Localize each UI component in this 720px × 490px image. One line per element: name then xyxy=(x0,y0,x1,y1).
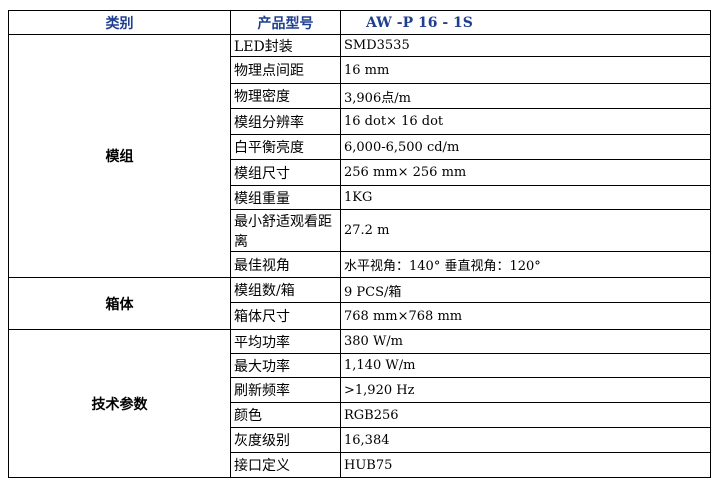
param-label: 颜色 xyxy=(230,402,341,428)
param-value: 16 dot× 16 dot xyxy=(340,108,711,135)
param-label: 灰度级别 xyxy=(230,427,341,453)
param-label: 模组数/箱 xyxy=(230,277,341,303)
param-label: LED封装 xyxy=(230,34,341,57)
table-row: 模组尺寸 256 mm× 256 mm xyxy=(9,159,711,186)
table-row: 箱体 模组数/箱 9 PCS/箱 xyxy=(8,277,711,330)
param-label: 最佳视角 xyxy=(230,251,341,278)
param-label: 模组重量 xyxy=(230,185,341,210)
param-label: 接口定义 xyxy=(230,452,341,478)
table-row: 接口定义 HUB75 xyxy=(9,452,711,478)
param-value: 3,906点/m xyxy=(340,83,711,109)
table-row: 技术参数 平均功率 380 W/m xyxy=(8,329,711,478)
param-value: 16,384 xyxy=(340,427,711,453)
table-row: 最佳视角 水平视角：140° 垂直视角：120° xyxy=(9,251,711,278)
param-value: 6,000-6,500 cd/m xyxy=(340,134,711,160)
param-label: 白平衡亮度 xyxy=(230,134,341,160)
param-label: 物理密度 xyxy=(230,83,341,109)
header-model-label: 产品型号 xyxy=(230,10,341,35)
param-value: HUB75 xyxy=(340,452,711,478)
param-value: SMD3535 xyxy=(340,34,711,57)
table-row: 最小舒适观看距离 27.2 m xyxy=(9,209,711,252)
param-value: 1,140 W/m xyxy=(340,353,711,378)
table-row: 物理密度 3,906点/m xyxy=(9,83,711,109)
param-label: 箱体尺寸 xyxy=(230,302,341,330)
spec-table: 类别 产品型号 AW -P 16 - 1S 模组 LED封装 SMD3535 物理点间… xyxy=(8,10,711,478)
param-label: 平均功率 xyxy=(230,329,341,354)
param-value: 380 W/m xyxy=(340,329,711,354)
table-row: 灰度级别 16,384 xyxy=(9,427,711,453)
param-value: >1,920 Hz xyxy=(340,377,711,403)
param-value: RGB256 xyxy=(340,402,711,428)
table-row: 模组 LED封装 SMD3535 xyxy=(8,34,711,278)
param-value: 27.2 m xyxy=(340,209,711,252)
table-row: 模组分辨率 16 dot× 16 dot xyxy=(9,108,711,135)
param-value: 水平视角：140° 垂直视角：120° xyxy=(340,251,711,278)
category-cell: 模组 xyxy=(8,34,231,278)
param-label: 刷新频率 xyxy=(230,377,341,403)
category-cell: 箱体 xyxy=(8,277,231,330)
param-value: 9 PCS/箱 xyxy=(340,277,711,303)
param-label: 模组尺寸 xyxy=(230,159,341,186)
category-cell: 技术参数 xyxy=(8,329,231,478)
header-category: 类别 xyxy=(8,10,231,35)
table-row: 刷新频率 >1,920 Hz xyxy=(9,377,711,403)
param-value: 1KG xyxy=(340,185,711,210)
param-label: 最小舒适观看距离 xyxy=(230,209,341,252)
param-value: 256 mm× 256 mm xyxy=(340,159,711,186)
table-row: 最大功率 1,140 W/m xyxy=(9,353,711,378)
header-row: 类别 产品型号 AW -P 16 - 1S xyxy=(8,10,711,35)
param-label: 模组分辨率 xyxy=(230,108,341,135)
table-row: 模组重量 1KG xyxy=(9,185,711,210)
table-row: 物理点间距 16 mm xyxy=(9,56,711,84)
param-value: 16 mm xyxy=(340,56,711,84)
param-label: 物理点间距 xyxy=(230,56,341,84)
header-model-value: AW -P 16 - 1S xyxy=(340,10,711,35)
param-label: 最大功率 xyxy=(230,353,341,378)
table-row: 颜色 RGB256 xyxy=(9,402,711,428)
param-value: 768 mm×768 mm xyxy=(340,302,711,330)
